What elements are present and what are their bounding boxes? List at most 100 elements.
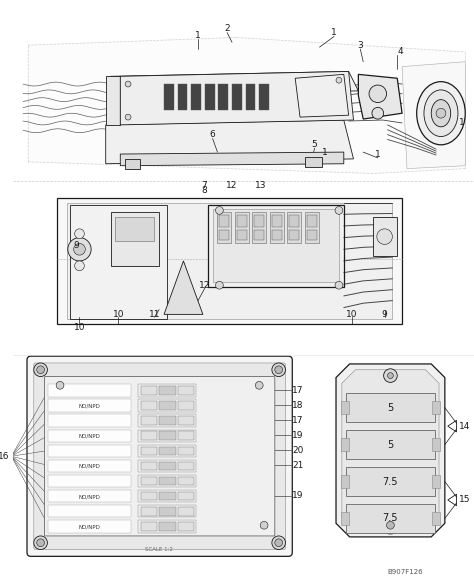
Bar xyxy=(213,209,339,282)
Circle shape xyxy=(34,536,47,550)
Text: NO/NPD: NO/NPD xyxy=(79,494,100,499)
Bar xyxy=(48,475,131,488)
Bar xyxy=(237,215,246,227)
Bar xyxy=(373,217,397,256)
Bar xyxy=(138,475,196,488)
Circle shape xyxy=(436,108,446,118)
Text: 3: 3 xyxy=(357,40,363,50)
Text: 8: 8 xyxy=(201,186,207,196)
Text: 16: 16 xyxy=(0,452,9,461)
Polygon shape xyxy=(295,74,349,117)
Polygon shape xyxy=(205,84,215,110)
Bar xyxy=(138,384,196,397)
Bar xyxy=(219,230,229,240)
Bar xyxy=(178,507,194,516)
Polygon shape xyxy=(28,38,465,173)
Polygon shape xyxy=(164,84,174,110)
Text: 1: 1 xyxy=(458,118,464,127)
Bar xyxy=(178,447,194,455)
Polygon shape xyxy=(358,74,402,119)
Bar xyxy=(432,438,440,451)
Bar xyxy=(341,438,349,451)
Circle shape xyxy=(125,114,131,120)
Circle shape xyxy=(216,206,223,214)
Text: 12: 12 xyxy=(199,281,210,289)
Bar xyxy=(341,401,349,414)
Bar xyxy=(178,476,194,485)
Circle shape xyxy=(74,229,84,239)
Circle shape xyxy=(125,81,131,87)
Bar xyxy=(141,492,157,500)
Text: NO/NPD: NO/NPD xyxy=(79,464,100,469)
Bar xyxy=(159,417,176,425)
Circle shape xyxy=(377,229,392,244)
Polygon shape xyxy=(178,84,187,110)
Ellipse shape xyxy=(372,107,383,119)
Bar xyxy=(159,462,176,471)
Bar xyxy=(138,414,196,427)
Circle shape xyxy=(275,539,283,547)
Text: 6: 6 xyxy=(210,130,216,139)
Bar xyxy=(138,400,196,412)
Bar xyxy=(219,215,229,227)
Bar xyxy=(346,393,435,423)
Text: 17: 17 xyxy=(292,416,304,425)
Bar xyxy=(255,215,264,227)
Bar xyxy=(57,197,402,324)
Text: 14: 14 xyxy=(459,422,471,431)
Circle shape xyxy=(216,281,223,289)
Bar xyxy=(159,476,176,485)
Bar xyxy=(270,212,283,243)
Text: 1: 1 xyxy=(331,28,337,37)
Text: 18: 18 xyxy=(292,401,304,410)
Text: 5: 5 xyxy=(387,403,393,413)
Bar xyxy=(289,230,299,240)
Bar xyxy=(159,522,176,530)
Text: 10: 10 xyxy=(346,310,357,319)
Bar xyxy=(218,212,231,243)
Bar xyxy=(178,462,194,471)
Polygon shape xyxy=(246,84,255,110)
Text: 1: 1 xyxy=(375,149,381,159)
Bar xyxy=(138,459,196,472)
Polygon shape xyxy=(106,120,354,163)
FancyBboxPatch shape xyxy=(34,363,285,550)
Bar xyxy=(178,386,194,395)
Bar xyxy=(307,230,317,240)
Text: 19: 19 xyxy=(292,491,304,500)
Bar xyxy=(272,215,282,227)
Circle shape xyxy=(51,522,59,529)
Text: 21: 21 xyxy=(292,461,304,470)
Bar xyxy=(178,492,194,500)
Circle shape xyxy=(272,536,285,550)
Text: 9: 9 xyxy=(382,310,387,319)
Ellipse shape xyxy=(417,81,465,145)
Circle shape xyxy=(34,363,47,377)
Bar xyxy=(138,445,196,457)
Text: 1: 1 xyxy=(321,148,327,156)
Circle shape xyxy=(388,373,393,379)
Bar xyxy=(159,447,176,455)
Text: 2: 2 xyxy=(224,24,230,33)
Polygon shape xyxy=(120,152,344,166)
Bar xyxy=(178,417,194,425)
FancyBboxPatch shape xyxy=(45,377,275,536)
Bar xyxy=(141,462,157,471)
Bar xyxy=(48,445,131,457)
Bar xyxy=(141,417,157,425)
Bar xyxy=(141,386,157,395)
Polygon shape xyxy=(219,84,228,110)
Circle shape xyxy=(272,363,285,377)
Bar xyxy=(138,490,196,502)
Text: 7: 7 xyxy=(201,180,207,190)
Text: B907F126: B907F126 xyxy=(388,569,423,575)
Polygon shape xyxy=(110,71,358,96)
Text: 9: 9 xyxy=(74,241,80,250)
Bar xyxy=(346,467,435,496)
Bar xyxy=(138,520,196,533)
Circle shape xyxy=(336,77,342,83)
Bar xyxy=(48,505,131,517)
Polygon shape xyxy=(342,370,439,531)
Bar xyxy=(48,414,131,427)
Text: 7.5: 7.5 xyxy=(383,476,398,486)
